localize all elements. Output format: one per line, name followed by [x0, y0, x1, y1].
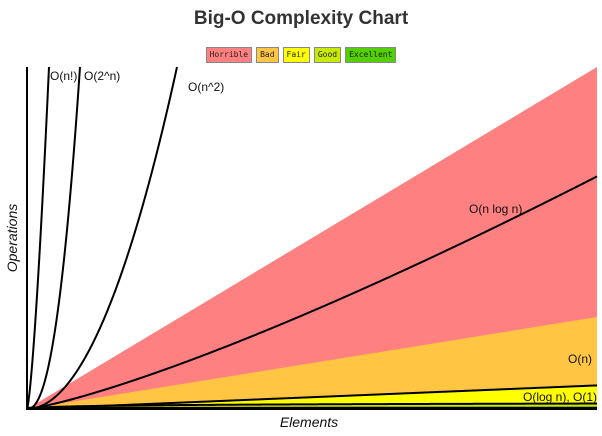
- label-exponential: O(2^n): [84, 69, 120, 83]
- curve-quadratic: [26, 66, 178, 410]
- label-quadratic: O(n^2): [188, 80, 224, 94]
- legend: Horrible Bad Fair Good Excellent: [0, 47, 602, 63]
- label-linear: O(n): [568, 352, 592, 366]
- curve-nlogn: [26, 175, 598, 410]
- region-bad: [27, 317, 597, 409]
- legend-horrible: Horrible: [205, 47, 253, 63]
- legend-fair: Fair: [282, 47, 310, 63]
- legend-good: Good: [313, 47, 342, 63]
- label-log-constant: O(log n), O(1): [523, 390, 597, 404]
- label-nlogn: O(n log n): [469, 202, 522, 216]
- y-axis-label: Operations: [4, 203, 20, 273]
- curve-log: [26, 402, 597, 410]
- label-factorial: O(n!): [50, 69, 77, 83]
- chart-title: Big-O Complexity Chart: [193, 8, 409, 29]
- legend-bad: Bad: [256, 47, 279, 63]
- legend-excellent: Excellent: [345, 47, 397, 63]
- region-horrible: [27, 67, 597, 409]
- x-axis-label: Elements: [279, 414, 339, 430]
- curve-exponential: [27, 66, 81, 410]
- curve-factorial: [26, 66, 50, 410]
